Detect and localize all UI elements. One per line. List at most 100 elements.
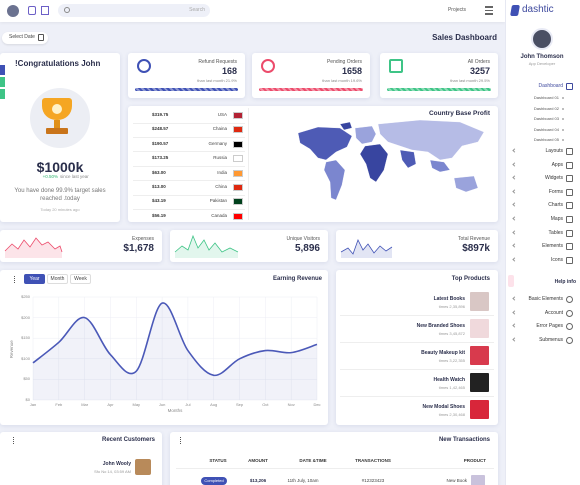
y-tick-label: $50 xyxy=(23,376,30,382)
more-icon xyxy=(13,437,15,444)
y-tick-label: $150 xyxy=(21,335,30,341)
country-name: Chaina xyxy=(212,126,227,132)
submenu-item[interactable]: Dashboard 01 xyxy=(533,95,559,100)
y-tick-label: $250 xyxy=(21,294,30,299)
x-tick-label: Oct xyxy=(262,402,269,407)
tab-label[interactable]: Year xyxy=(29,276,40,282)
menu-icon xyxy=(485,13,493,15)
product-note: times 3,45,872 xyxy=(438,331,465,336)
menu-item[interactable]: Account xyxy=(544,309,563,316)
submenu-item[interactable]: Dashboard 04 xyxy=(533,126,559,132)
x-tick-label: Jul xyxy=(185,402,191,407)
x-tick-label: May xyxy=(132,402,141,407)
row-divider xyxy=(340,396,494,397)
menu-item[interactable]: Dashboard xyxy=(538,83,563,89)
map-region xyxy=(354,125,377,145)
flag xyxy=(233,155,243,163)
sidebar xyxy=(505,0,580,485)
earning-card xyxy=(0,270,328,425)
y-tick-label: $200 xyxy=(21,314,30,320)
menu-item[interactable]: Forms xyxy=(548,188,563,195)
y-tick-label: $100 xyxy=(21,355,30,361)
product-image xyxy=(470,373,489,392)
menu-icon xyxy=(566,309,573,317)
menu-item[interactable]: Error Pages xyxy=(536,323,563,330)
stat-icon xyxy=(389,59,403,73)
progress-bar xyxy=(387,88,491,91)
menu-item[interactable]: Elements xyxy=(542,243,563,250)
menu-item[interactable]: Layouts xyxy=(545,148,563,154)
congrats-amount: $1000k xyxy=(36,159,84,175)
stat-label: Pending Orders xyxy=(326,59,362,65)
status: Completed xyxy=(204,478,224,483)
search-placeholder[interactable]: Search xyxy=(189,7,205,13)
avatar xyxy=(7,5,19,17)
menu-item[interactable]: Tables xyxy=(548,229,563,236)
x-tick-label: Nov xyxy=(287,402,295,407)
country-name: Germany xyxy=(208,140,227,146)
product-image xyxy=(470,400,489,419)
date-button-label[interactable]: Select Date xyxy=(9,34,35,40)
search-box[interactable] xyxy=(58,4,210,17)
flag xyxy=(233,126,243,134)
submenu-item[interactable]: Dashboard 05 xyxy=(533,137,559,143)
bullet xyxy=(562,107,564,110)
calendar-icon xyxy=(38,34,44,41)
line xyxy=(32,302,318,377)
stat-value: 1658 xyxy=(341,66,362,76)
flag xyxy=(233,198,243,206)
flag xyxy=(233,169,243,177)
mini-stat-card xyxy=(170,230,328,262)
product-name: New Branded Shoes xyxy=(416,323,465,329)
tab-label[interactable]: Week xyxy=(74,276,87,282)
submenu-item[interactable]: Dashboard 02 xyxy=(533,105,559,111)
line-area xyxy=(33,302,317,400)
x-axis-label: Months xyxy=(167,408,183,413)
map-region xyxy=(297,126,353,161)
map-region xyxy=(453,175,479,193)
bullet xyxy=(562,118,564,121)
column-header: DATE &TIME xyxy=(299,458,327,463)
row-divider xyxy=(133,122,245,123)
date-button[interactable] xyxy=(2,32,48,44)
search-icon xyxy=(64,7,70,13)
menu-item[interactable]: Icons xyxy=(551,256,563,263)
mini-stat-value: 5,896 xyxy=(294,243,320,254)
x-tick-label: Jun xyxy=(158,402,166,407)
menu-item[interactable]: Charts xyxy=(548,202,563,209)
menu-item[interactable]: Maps xyxy=(550,216,563,222)
menu-item[interactable]: Widgets xyxy=(544,175,563,182)
country-value: $248.57 xyxy=(152,126,169,132)
card-title: New Transactions xyxy=(438,437,490,443)
menu-item[interactable]: Basic Elements xyxy=(528,296,563,302)
tab[interactable] xyxy=(47,274,68,284)
country-name: Canada xyxy=(211,212,227,218)
product-note: times 2,30,468 xyxy=(438,412,465,417)
menu-icon xyxy=(566,148,573,155)
y-axis-label: Revenue xyxy=(8,339,14,358)
tab[interactable] xyxy=(70,274,91,284)
column-header: STATUS xyxy=(209,458,227,463)
row-divider xyxy=(176,468,494,469)
menu-item[interactable]: Apps xyxy=(551,161,563,168)
side-tab xyxy=(0,65,5,75)
product-note: times 1,42,465 xyxy=(438,385,465,390)
map-region xyxy=(339,121,353,131)
product-name: New Modal Shoes xyxy=(422,404,465,410)
tab[interactable] xyxy=(24,274,45,284)
x-tick-label: Aug xyxy=(210,402,218,407)
sparkline xyxy=(174,234,239,253)
country-value: $190.57 xyxy=(152,140,169,146)
product-note: times 2,35,896 xyxy=(438,304,465,309)
trophy-stem xyxy=(54,120,60,128)
submenu-item[interactable]: Dashboard 03 xyxy=(533,116,559,122)
product-image xyxy=(470,319,489,338)
user-name: John Thomson xyxy=(520,54,564,60)
projects-menu[interactable]: Projects xyxy=(447,7,466,13)
tab-label[interactable]: Month xyxy=(50,276,65,282)
stat-note: than last month 21.9% xyxy=(197,78,237,83)
menu-item[interactable]: Submenus xyxy=(539,336,563,343)
menu-icon xyxy=(566,256,573,264)
sparkline xyxy=(4,237,63,253)
page-title: Sales Dashboard xyxy=(432,33,497,42)
